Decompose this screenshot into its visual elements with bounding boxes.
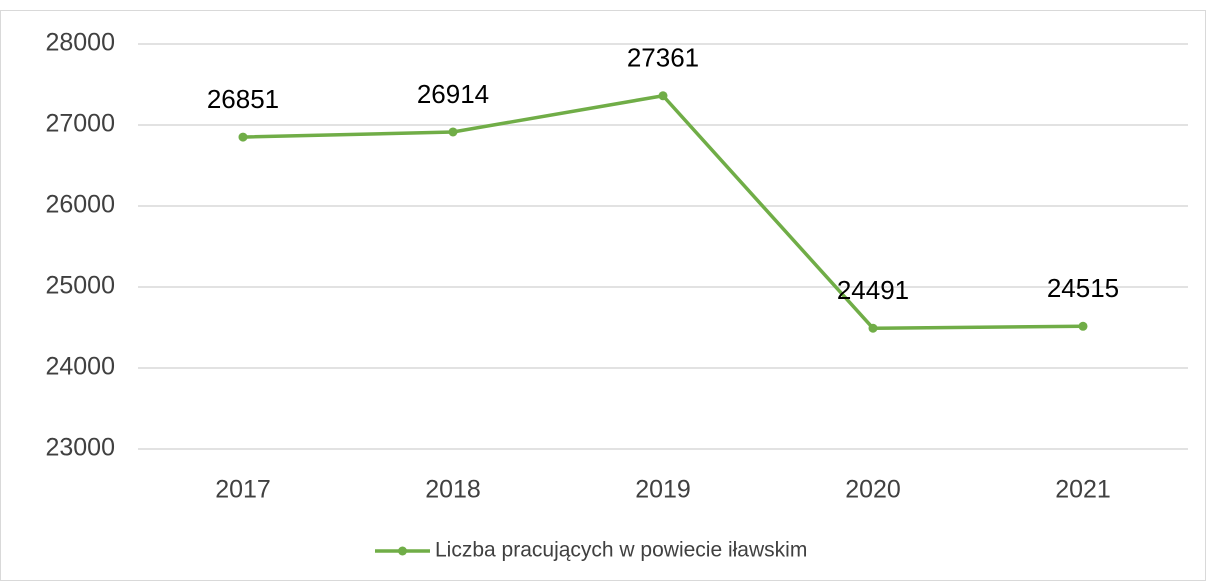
x-tick-label: 2017	[215, 476, 271, 504]
data-label: 26851	[207, 84, 279, 114]
x-tick-label: 2020	[845, 476, 901, 504]
y-tick-label: 26000	[45, 191, 115, 219]
point	[868, 323, 878, 333]
y-tick-label: 24000	[45, 353, 115, 381]
x-tick-label: 2021	[1055, 476, 1111, 504]
data-label: 24515	[1047, 273, 1119, 303]
x-tick-label: 2019	[635, 476, 691, 504]
data-label: 24491	[837, 275, 909, 305]
point	[1078, 321, 1088, 331]
y-tick-label: 25000	[45, 272, 115, 300]
data-label: 27361	[627, 43, 699, 73]
y-tick-label: 23000	[45, 434, 115, 462]
point	[658, 91, 668, 101]
legend-label: Liczba pracujących w powiecie iławskim	[435, 539, 807, 562]
legend-marker	[398, 546, 407, 556]
y-tick-label: 27000	[45, 110, 115, 138]
y-tick-label: 28000	[45, 29, 115, 57]
chart-border	[0, 10, 1206, 581]
data-label: 26914	[417, 79, 489, 109]
point	[238, 132, 248, 142]
point	[448, 127, 458, 137]
x-tick-label: 2018	[425, 476, 481, 504]
